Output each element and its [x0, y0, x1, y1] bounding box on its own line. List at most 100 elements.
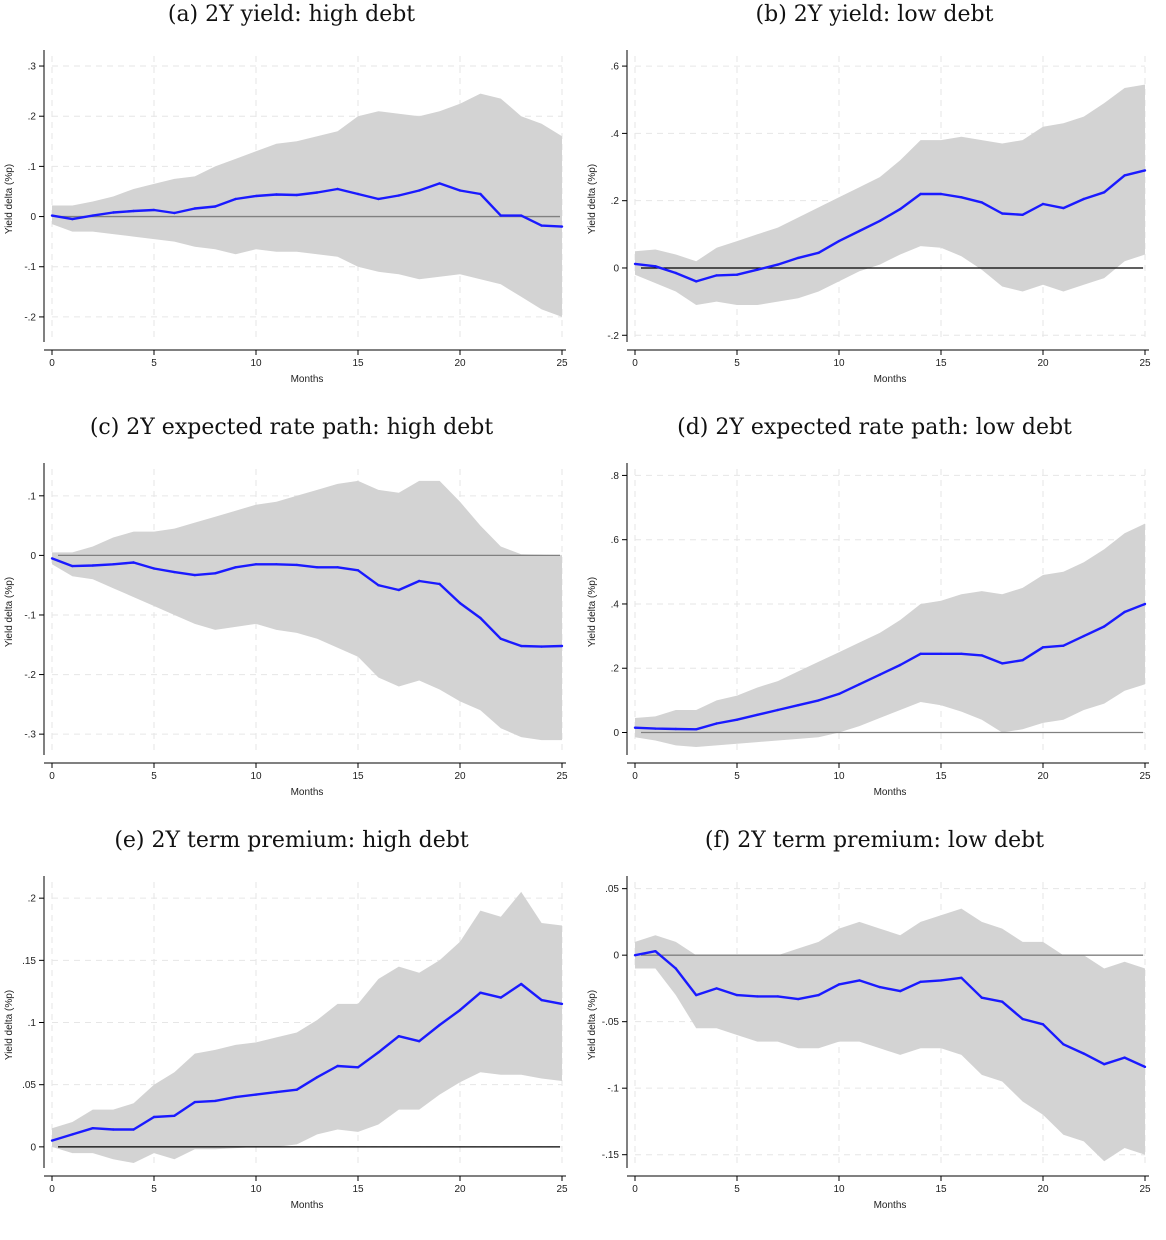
x-tick-label: 10	[250, 771, 262, 782]
data-point	[254, 563, 258, 566]
series-line	[634, 602, 1146, 731]
y-tick-label: -.05	[602, 1017, 620, 1028]
data-point	[797, 997, 800, 1001]
data-point	[674, 727, 677, 731]
x-tick-label: 25	[556, 358, 568, 369]
y-tick-label: 0	[30, 551, 36, 562]
data-point	[418, 189, 421, 192]
y-tick-label: .1	[28, 162, 37, 173]
data-point	[735, 993, 739, 997]
x-tick-label: 0	[632, 771, 638, 782]
data-point	[939, 979, 943, 982]
data-point	[695, 728, 698, 731]
data-point	[173, 570, 176, 574]
data-point	[674, 967, 677, 970]
data-point	[275, 563, 278, 566]
panel-title: (c) 2Y expected rate path: high debt	[89, 415, 494, 440]
data-point	[878, 219, 881, 223]
data-point	[756, 268, 759, 271]
data-point	[234, 566, 237, 569]
data-point	[112, 211, 115, 214]
data-point	[458, 601, 462, 605]
panel-d: (d) 2Y expected rate path: low debt 0 5 10…	[583, 413, 1166, 826]
data-point	[71, 564, 74, 568]
data-point	[899, 989, 902, 993]
panel-f: (f) 2Y term premium: low debt 0 5 10 15 20 25…	[583, 826, 1166, 1239]
x-tick-label: 25	[1139, 358, 1151, 369]
data-point	[336, 187, 339, 191]
data-point	[797, 256, 800, 260]
series-line	[634, 950, 1146, 1068]
data-point	[674, 271, 677, 275]
x-tick-label: 10	[250, 358, 262, 369]
panel-a: (a) 2Y yield: high debt 0 5 10 15 20 25 -.2 -.1…	[0, 0, 583, 413]
data-point	[499, 214, 502, 217]
x-tick-label: 20	[454, 771, 466, 782]
data-point	[91, 564, 95, 567]
data-point	[356, 192, 360, 196]
x-tick-label: 25	[556, 1184, 568, 1195]
data-point	[858, 979, 861, 982]
data-point	[397, 1035, 400, 1038]
data-point	[817, 993, 820, 997]
data-point	[377, 197, 380, 201]
data-point	[1082, 197, 1085, 201]
x-axis-label: Months	[291, 787, 324, 798]
data-point	[1062, 644, 1065, 647]
data-point	[132, 1128, 135, 1131]
data-point	[715, 274, 718, 277]
x-tick-label: 10	[833, 771, 845, 782]
data-point	[1143, 602, 1147, 606]
data-point	[776, 708, 779, 712]
panel-e: (e) 2Y term premium: high debt 0 5 10 15 20 2…	[0, 826, 583, 1239]
y-tick-label: .15	[22, 956, 36, 967]
x-tick-label: 20	[454, 1184, 466, 1195]
data-point	[1062, 1043, 1065, 1046]
data-point	[50, 1139, 54, 1142]
data-point	[275, 1090, 278, 1094]
x-tick-label: 0	[632, 1184, 638, 1195]
x-tick-label: 15	[352, 771, 364, 782]
data-point	[214, 205, 217, 208]
series-line	[634, 169, 1146, 283]
y-axis-label: Yield delta (%p)	[587, 577, 598, 647]
data-point	[316, 191, 319, 194]
data-point	[173, 1114, 176, 1117]
x-tick-label: 5	[151, 771, 157, 782]
data-point	[633, 262, 637, 266]
data-point	[1082, 1052, 1085, 1055]
data-point	[234, 197, 237, 201]
y-tick-label: -.1	[24, 262, 36, 273]
x-tick-label: 5	[734, 358, 740, 369]
y-tick-label: .2	[28, 112, 37, 123]
data-point	[112, 1128, 115, 1131]
x-tick-label: 5	[734, 1184, 740, 1195]
data-point	[152, 1115, 156, 1119]
y-tick-label: 0	[30, 212, 36, 223]
panel-title: (d) 2Y expected rate path: low debt	[677, 415, 1072, 440]
y-tick-label: .2	[611, 196, 620, 207]
panel-title: (a) 2Y yield: high debt	[167, 2, 416, 27]
x-tick-label: 20	[1037, 771, 1049, 782]
data-point	[152, 208, 156, 212]
chart-b: 0 5 10 15 20 25 -.2 0 .2 .4 .6 Months Yield delta (%…	[587, 50, 1151, 385]
data-point	[633, 726, 637, 729]
data-point	[633, 954, 637, 957]
x-axis-label: Months	[291, 1200, 324, 1211]
data-point	[1103, 1063, 1106, 1066]
data-point	[1123, 174, 1126, 177]
x-tick-label: 20	[1037, 358, 1049, 369]
data-point	[520, 644, 523, 648]
x-axis-label: Months	[874, 374, 907, 385]
data-point	[438, 182, 441, 185]
data-point	[520, 982, 523, 986]
x-tick-label: 10	[250, 1184, 262, 1195]
data-point	[316, 566, 319, 569]
y-tick-label: 0	[613, 951, 619, 962]
data-point	[418, 1040, 421, 1043]
data-point	[356, 569, 360, 572]
data-point	[397, 588, 400, 592]
x-tick-label: 0	[49, 1184, 55, 1195]
series-line	[51, 182, 563, 228]
